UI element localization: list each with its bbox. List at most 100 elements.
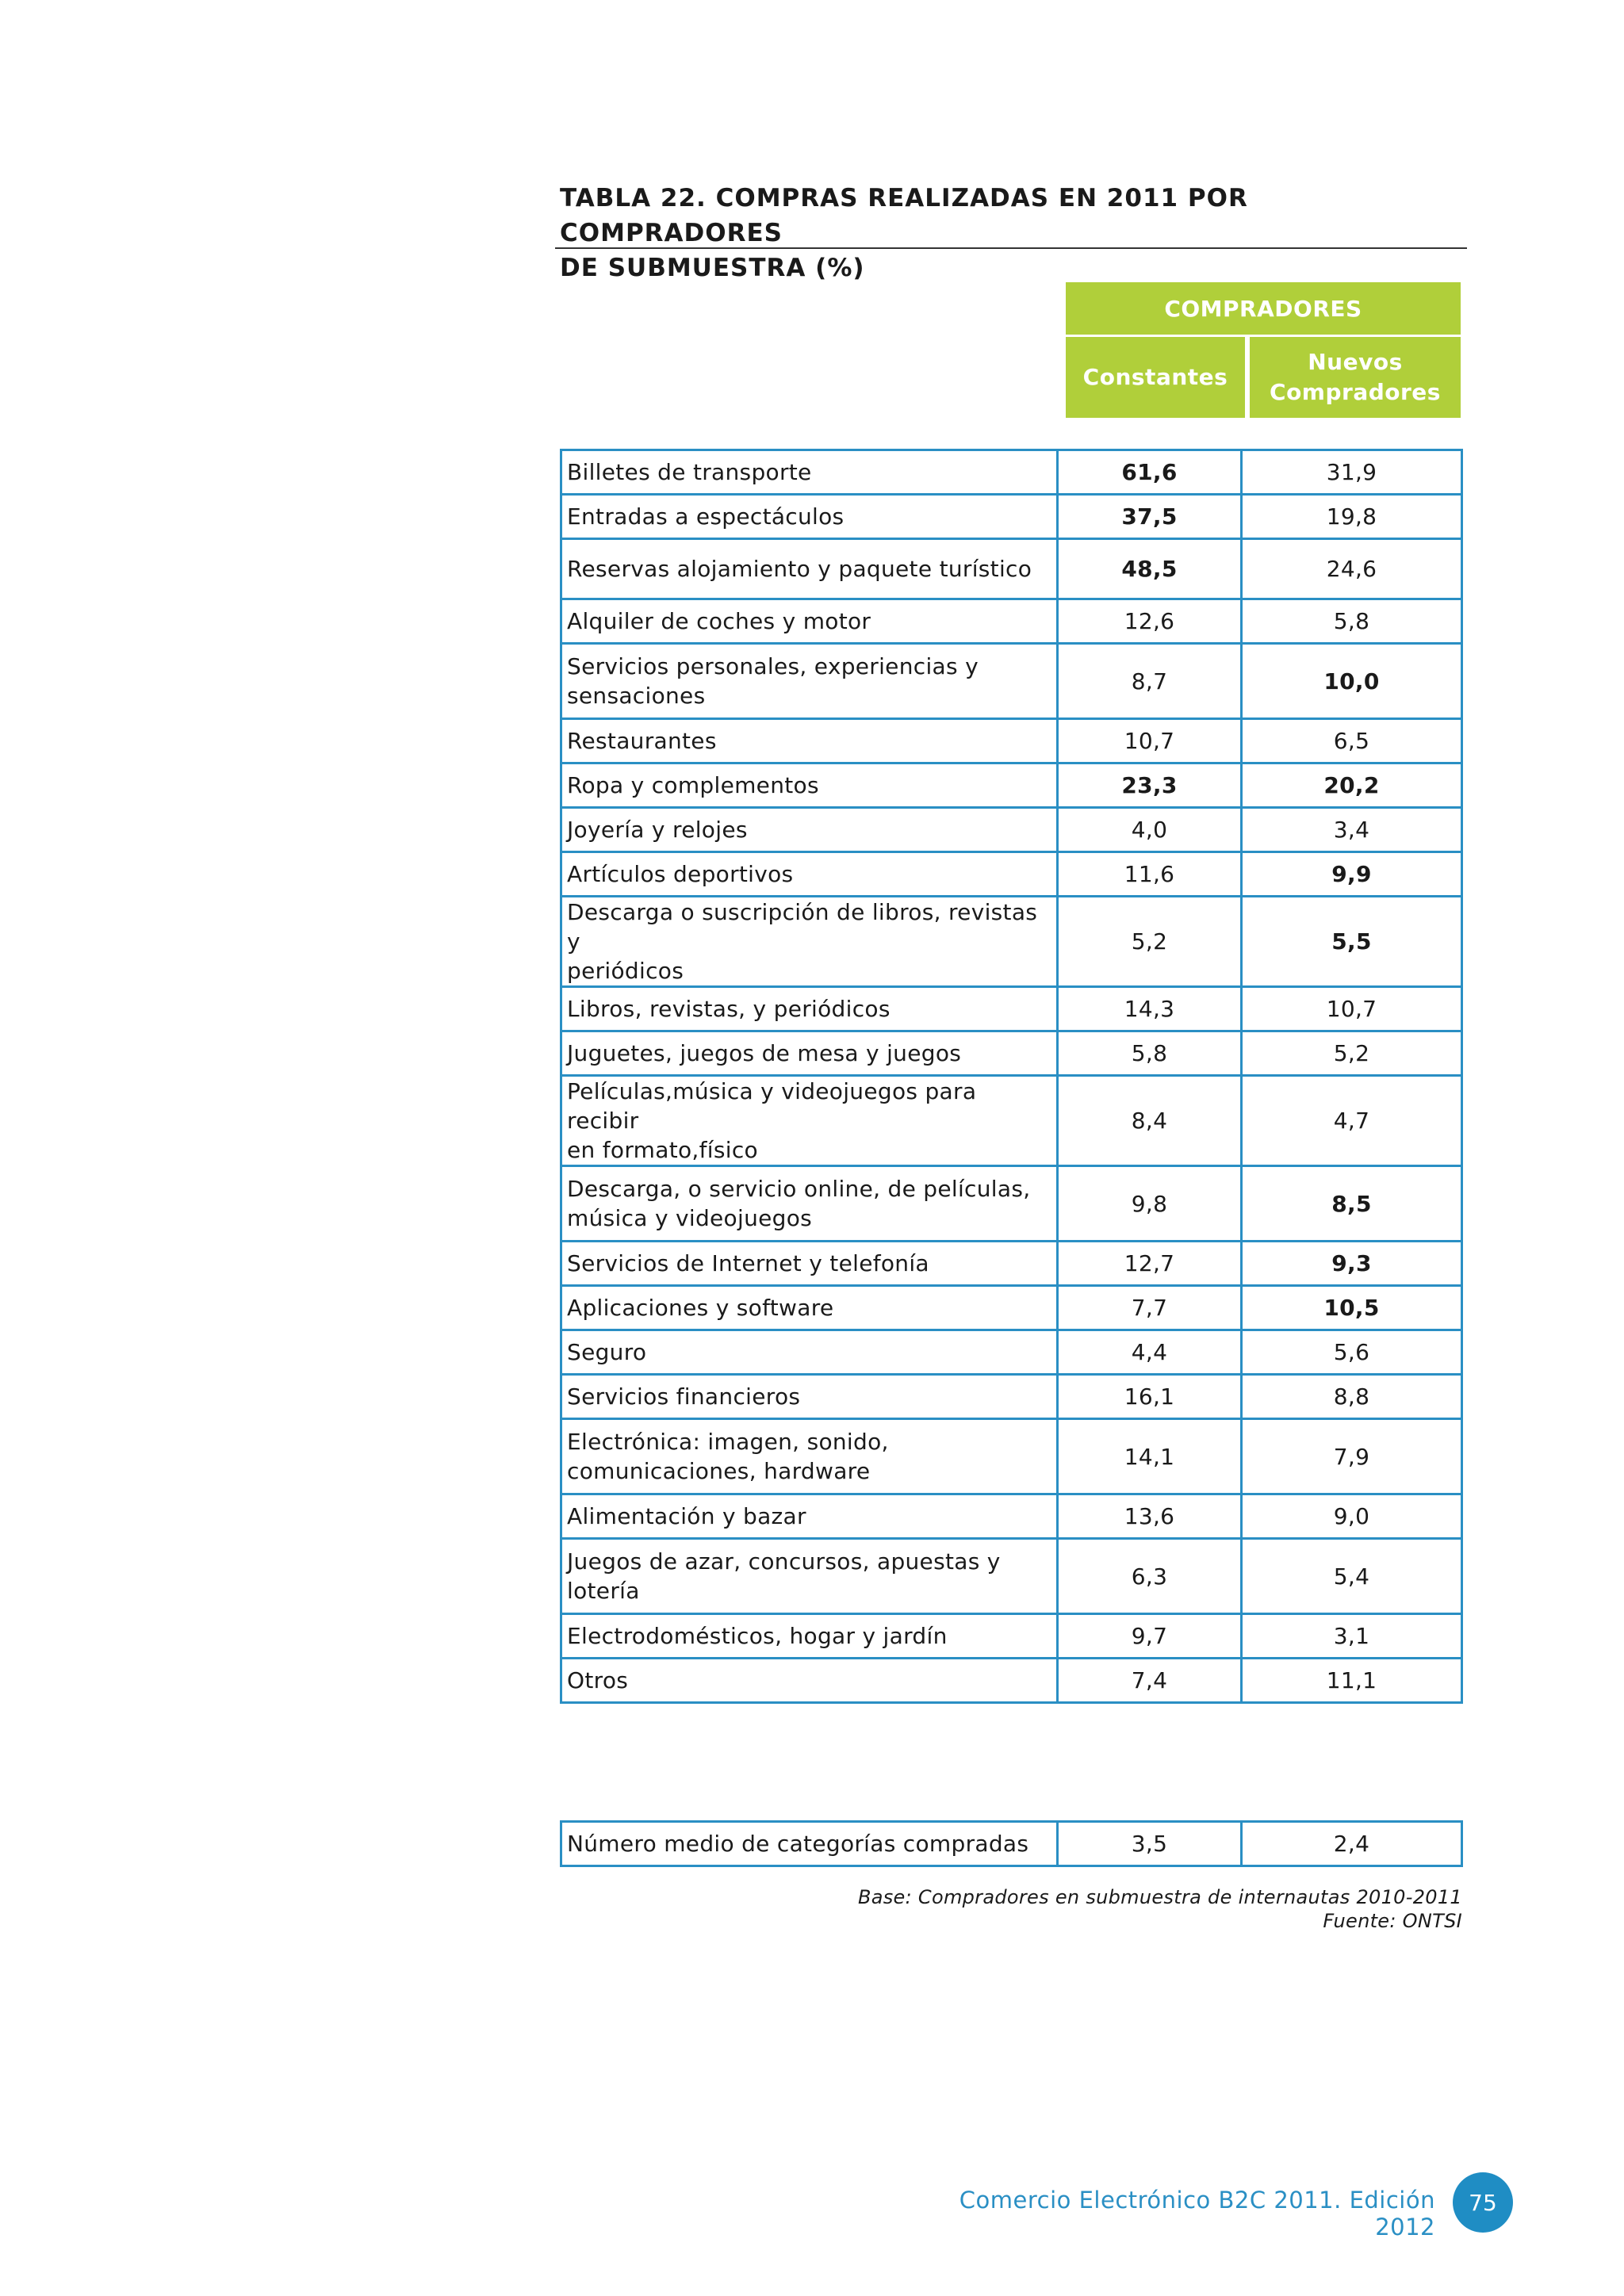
table-row: Otros 7,4 11,1: [560, 1657, 1463, 1704]
row-label: Ropa y complementos: [560, 762, 1059, 809]
purchases-table: Billetes de transporte 61,6 31,9 Entrada…: [560, 449, 1463, 1704]
cell-constantes: 7,4: [1056, 1657, 1243, 1704]
table-row: Restaurantes 10,7 6,5: [560, 718, 1463, 764]
page-footer: Comercio Electrónico B2C 2011. Edición 2…: [959, 2187, 1435, 2241]
row-label: Servicios financieros: [560, 1373, 1059, 1420]
row-label-line1: Juegos de azar, concursos, apuestas y: [567, 1548, 1001, 1575]
header-nuevos-line1: Nuevos: [1308, 349, 1403, 375]
cell-constantes: 5,8: [1056, 1030, 1243, 1077]
title-divider: [555, 247, 1467, 249]
cell-nuevos: 7,9: [1240, 1418, 1463, 1495]
average-table: Número medio de categorías compradas 3,5…: [560, 1820, 1463, 1867]
cell-nuevos: 5,5: [1240, 895, 1463, 988]
table-row: Joyería y relojes 4,0 3,4: [560, 806, 1463, 853]
table-row: Alquiler de coches y motor 12,6 5,8: [560, 598, 1463, 645]
page-number: 75: [1453, 2172, 1513, 2233]
cell-constantes: 16,1: [1056, 1373, 1243, 1420]
table-row: Ropa y complementos 23,3 20,2: [560, 762, 1463, 809]
row-label: Artículos deportivos: [560, 851, 1059, 897]
row-label: Alquiler de coches y motor: [560, 598, 1059, 645]
header-compradores: COMPRADORES: [1066, 282, 1461, 335]
row-label: Electrónica: imagen, sonido, comunicacio…: [560, 1418, 1059, 1495]
cell-nuevos: 8,5: [1240, 1165, 1463, 1242]
table-row: Alimentación y bazar 13,6 9,0: [560, 1493, 1463, 1540]
table-row: Libros, revistas, y periódicos 14,3 10,7: [560, 985, 1463, 1032]
cell-constantes: 10,7: [1056, 718, 1243, 764]
cell-nuevos: 31,9: [1240, 449, 1463, 496]
cell-constantes: 13,6: [1056, 1493, 1243, 1540]
row-label: Juguetes, juegos de mesa y juegos: [560, 1030, 1059, 1077]
row-label-line2: sensaciones: [567, 683, 706, 709]
table-row: Electrodomésticos, hogar y jardín 9,7 3,…: [560, 1613, 1463, 1659]
header-nuevos-compradores: Nuevos Compradores: [1250, 337, 1461, 418]
row-label: Reservas alojamiento y paquete turístico: [560, 538, 1059, 600]
cell-constantes: 12,7: [1056, 1240, 1243, 1287]
table-notes: Base: Compradores en submuestra de inter…: [858, 1885, 1462, 1933]
cell-constantes: 5,2: [1056, 895, 1243, 988]
row-label: Descarga o suscripción de libros, revist…: [560, 895, 1059, 988]
cell-nuevos: 5,4: [1240, 1537, 1463, 1615]
cell-constantes: 12,6: [1056, 598, 1243, 645]
row-label: Películas,música y videojuegos para reci…: [560, 1074, 1059, 1167]
cell-constantes: 6,3: [1056, 1537, 1243, 1615]
row-label: Descarga, o servicio online, de película…: [560, 1165, 1059, 1242]
table-row: Servicios de Internet y telefonía 12,7 9…: [560, 1240, 1463, 1287]
table-row: Electrónica: imagen, sonido, comunicacio…: [560, 1418, 1463, 1495]
table-row: Descarga o suscripción de libros, revist…: [560, 895, 1463, 988]
cell-constantes: 14,3: [1056, 985, 1243, 1032]
cell-nuevos: 5,8: [1240, 598, 1463, 645]
cell-constantes: 48,5: [1056, 538, 1243, 600]
table-row: Descarga, o servicio online, de película…: [560, 1165, 1463, 1242]
table-row: Juguetes, juegos de mesa y juegos 5,8 5,…: [560, 1030, 1463, 1077]
cell-constantes: 9,8: [1056, 1165, 1243, 1242]
cell-nuevos: 9,3: [1240, 1240, 1463, 1287]
average-nuevos: 2,4: [1240, 1820, 1463, 1867]
row-label-line2: lotería: [567, 1578, 640, 1604]
row-label: Aplicaciones y software: [560, 1284, 1059, 1331]
cell-nuevos: 3,1: [1240, 1613, 1463, 1659]
cell-nuevos: 4,7: [1240, 1074, 1463, 1167]
cell-nuevos: 19,8: [1240, 493, 1463, 540]
table-row: Servicios financieros 16,1 8,8: [560, 1373, 1463, 1420]
table-row: Juegos de azar, concursos, apuestas y lo…: [560, 1537, 1463, 1615]
cell-nuevos: 20,2: [1240, 762, 1463, 809]
row-label: Otros: [560, 1657, 1059, 1704]
header-constantes: Constantes: [1066, 337, 1245, 418]
table-row: Billetes de transporte 61,6 31,9: [560, 449, 1463, 496]
row-label-line1: Servicios personales, experiencias y: [567, 653, 979, 679]
row-label-line2: comunicaciones, hardware: [567, 1458, 871, 1484]
cell-constantes: 8,7: [1056, 642, 1243, 720]
table-row: Aplicaciones y software 7,7 10,5: [560, 1284, 1463, 1331]
cell-constantes: 8,4: [1056, 1074, 1243, 1167]
row-label: Seguro: [560, 1329, 1059, 1376]
table-title-line2: DE SUBMUESTRA (%): [560, 254, 865, 282]
table-row: Entradas a espectáculos 37,5 19,8: [560, 493, 1463, 540]
row-label: Entradas a espectáculos: [560, 493, 1059, 540]
cell-constantes: 61,6: [1056, 449, 1243, 496]
cell-nuevos: 9,9: [1240, 851, 1463, 897]
row-label-line1: Electrónica: imagen, sonido,: [567, 1429, 889, 1455]
row-label-line2: periódicos: [567, 958, 684, 984]
cell-constantes: 11,6: [1056, 851, 1243, 897]
table-row: Servicios personales, experiencias y sen…: [560, 642, 1463, 720]
row-label-line2: música y videojuegos: [567, 1205, 813, 1231]
cell-constantes: 23,3: [1056, 762, 1243, 809]
row-label: Servicios de Internet y telefonía: [560, 1240, 1059, 1287]
cell-nuevos: 8,8: [1240, 1373, 1463, 1420]
row-label-line1: Descarga o suscripción de libros, revist…: [567, 899, 1038, 955]
cell-constantes: 9,7: [1056, 1613, 1243, 1659]
cell-nuevos: 3,4: [1240, 806, 1463, 853]
average-constantes: 3,5: [1056, 1820, 1243, 1867]
table-row: Reservas alojamiento y paquete turístico…: [560, 538, 1463, 600]
cell-nuevos: 6,5: [1240, 718, 1463, 764]
average-label: Número medio de categorías compradas: [560, 1820, 1059, 1867]
note-source: Fuente: ONTSI: [1323, 1910, 1462, 1932]
row-label-line1: Películas,música y videojuegos para reci…: [567, 1078, 977, 1134]
row-label-line1: Descarga, o servicio online, de película…: [567, 1176, 1031, 1202]
table-row: Artículos deportivos 11,6 9,9: [560, 851, 1463, 897]
cell-nuevos: 10,7: [1240, 985, 1463, 1032]
row-label: Restaurantes: [560, 718, 1059, 764]
row-label: Libros, revistas, y periódicos: [560, 985, 1059, 1032]
cell-nuevos: 24,6: [1240, 538, 1463, 600]
row-label: Servicios personales, experiencias y sen…: [560, 642, 1059, 720]
